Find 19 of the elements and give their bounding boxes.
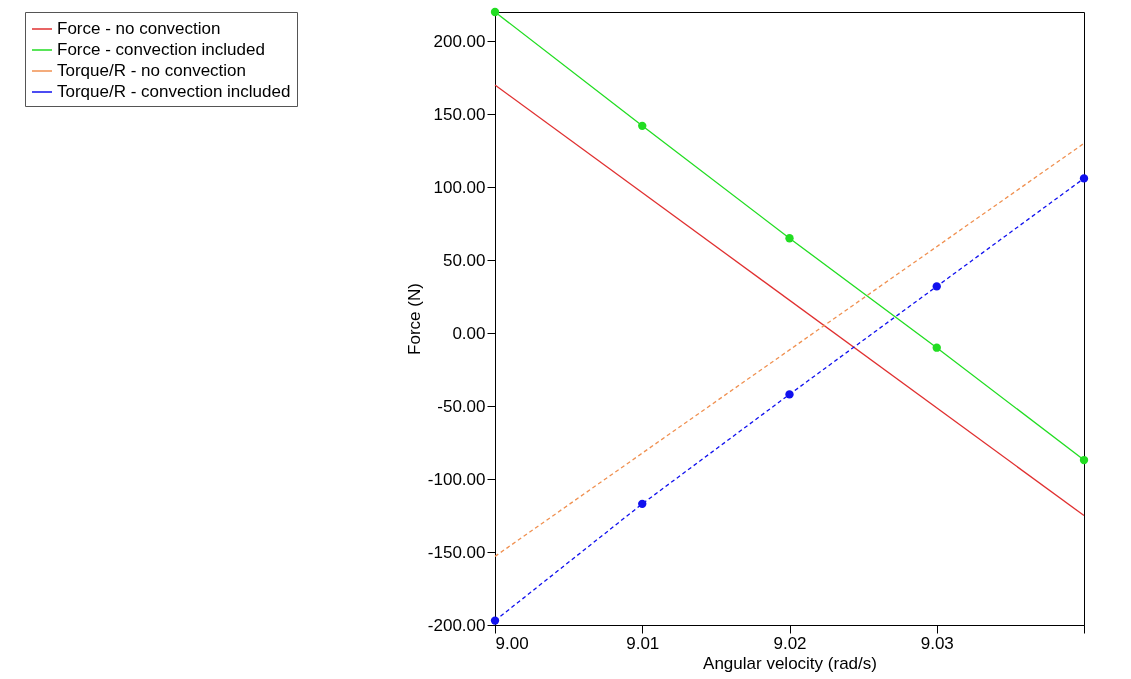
y-tick-label: 0.00	[452, 323, 486, 343]
y-tick-label: 150.00	[433, 104, 486, 124]
x-axis-title: Angular velocity (rad/s)	[703, 653, 877, 673]
x-tick-label: 9.02	[773, 633, 807, 653]
legend-label: Force - convection included	[57, 40, 265, 59]
legend-label: Torque/R - convection included	[57, 82, 291, 101]
x-tick-label: 9.00	[495, 633, 529, 653]
y-tick-label: 50.00	[442, 250, 486, 270]
y-tick-label: 100.00	[433, 177, 486, 197]
y-tick-label: -200.00	[427, 615, 486, 635]
x-tick-label: 9.03	[920, 633, 954, 653]
y-tick-label: -50.00	[437, 396, 486, 416]
y-tick-label: 200.00	[433, 31, 486, 51]
y-axis-title: Force (N)	[404, 283, 424, 355]
x-tick-label: 9.01	[626, 633, 660, 653]
legend-label: Force - no convection	[57, 19, 221, 38]
legend-label: Torque/R - no convection	[57, 61, 246, 80]
y-tick-label: -100.00	[427, 469, 486, 489]
y-tick-label: -150.00	[427, 542, 486, 562]
